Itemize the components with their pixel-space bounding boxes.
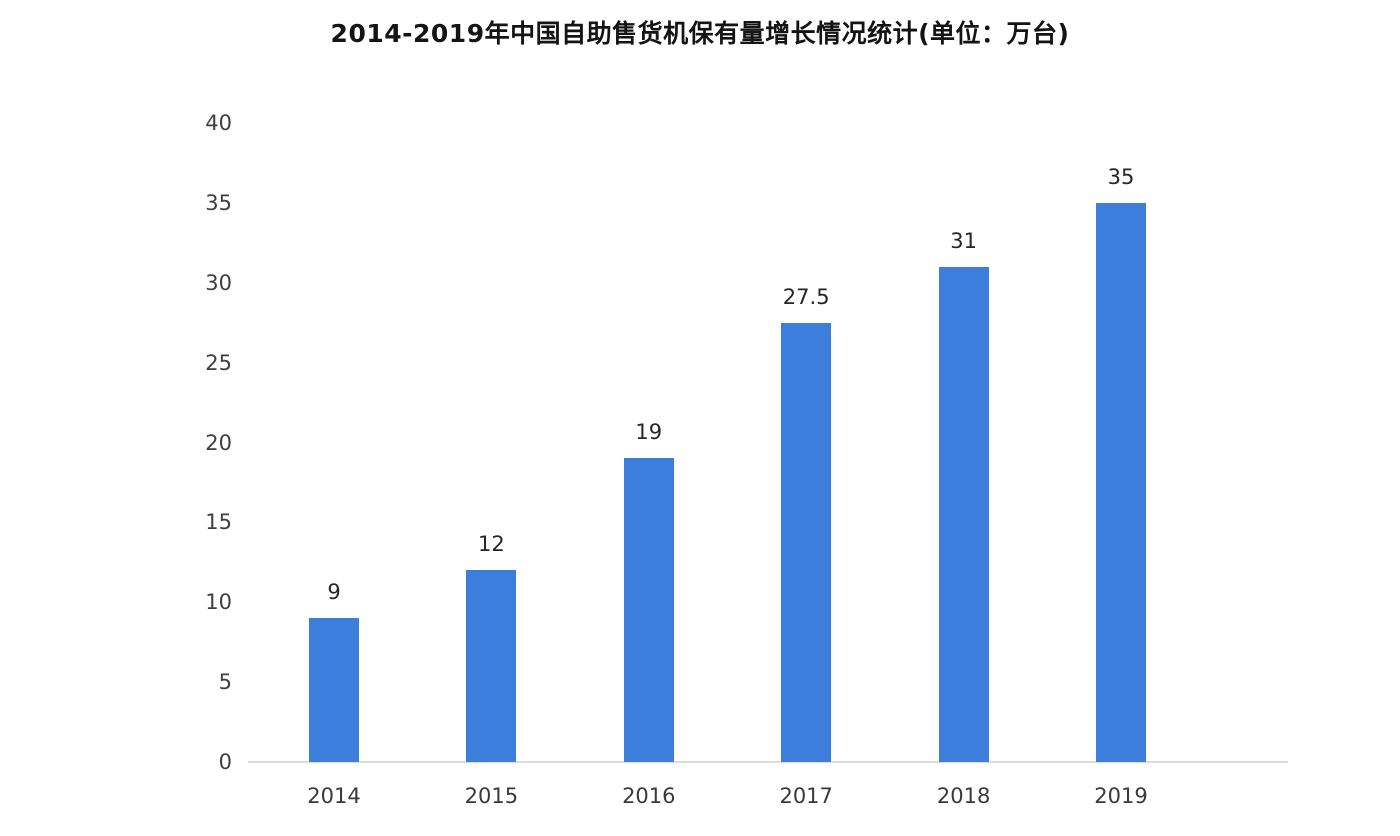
y-tick-label: 30 — [205, 270, 232, 295]
x-tick-label: 2016 — [622, 784, 676, 808]
bar-2015 — [466, 570, 517, 762]
bar-value-label: 31 — [950, 228, 977, 253]
y-tick-label: 10 — [205, 590, 232, 615]
bar-value-label: 19 — [635, 420, 663, 445]
bar-value-label: 35 — [1107, 164, 1135, 189]
x-axis-line — [248, 761, 1288, 763]
x-tick-label: 2017 — [779, 784, 833, 808]
bar-2016 — [623, 458, 674, 762]
x-tick-label: 2019 — [1094, 784, 1148, 808]
y-tick-label: 15 — [205, 510, 232, 535]
x-tick-label: 2018 — [936, 784, 991, 808]
bar-2014 — [309, 618, 359, 762]
y-tick-label: 0 — [218, 750, 232, 774]
y-tick-label: 5 — [218, 670, 232, 695]
x-tick-label: 2014 — [307, 784, 361, 808]
bar-value-label: 9 — [327, 580, 341, 605]
bar-2019 — [1096, 202, 1146, 762]
bar-2017 — [781, 322, 832, 762]
y-tick-label: 40 — [205, 111, 232, 135]
y-tick-label: 35 — [205, 190, 232, 215]
bar-2018 — [938, 266, 989, 762]
y-tick-label: 25 — [205, 350, 232, 375]
chart-title: 2014-2019年中国自助售货机保有量增长情况统计(单位：万台) — [330, 19, 1070, 48]
x-tick-label: 2015 — [464, 784, 519, 808]
y-tick-label: 20 — [205, 430, 232, 455]
bar-value-label: 27.5 — [782, 284, 830, 309]
bar-value-label: 12 — [478, 532, 505, 557]
